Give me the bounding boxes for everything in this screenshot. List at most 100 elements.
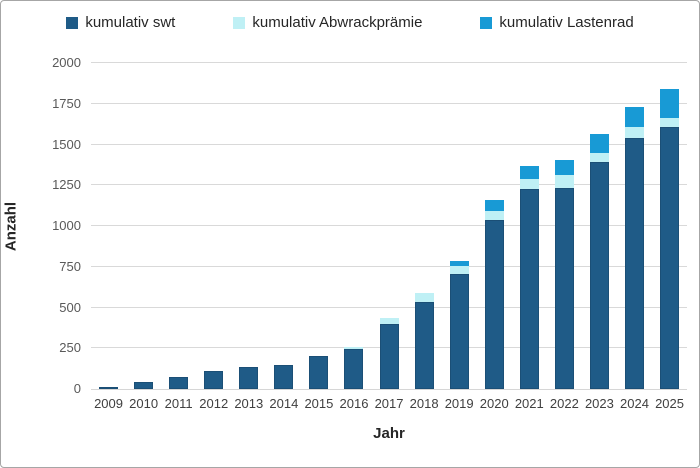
bar-2013 (239, 367, 259, 389)
bar-slot-2018 (407, 63, 442, 389)
bar-segment-2020-series2 (484, 199, 504, 211)
bar-slot-2009 (91, 63, 126, 389)
x-tick-label: 2018 (409, 396, 439, 411)
bar-2009 (99, 386, 119, 389)
y-tick-label: 750 (59, 258, 81, 274)
bar-slot-2013 (231, 63, 266, 389)
bar-segment-2023-series1 (589, 152, 609, 163)
bar-segment-2015-series0 (309, 356, 329, 389)
bar-slot-2014 (266, 63, 301, 389)
bar-segment-2019-series2 (449, 261, 469, 266)
x-tick-label: 2010 (129, 396, 159, 411)
bar-2024 (624, 107, 644, 389)
legend-swatch-icon (66, 16, 79, 29)
y-tick-label: 0 (73, 381, 81, 396)
bar-segment-2017-series1 (379, 318, 399, 324)
x-tick-label: 2022 (549, 396, 579, 411)
x-axis-tick-labels: 2009 2010 2011 2012 2013 2014 2015 2016 2017 2018… (91, 396, 687, 412)
legend-label: kumulativ Abwrackprämie (252, 14, 423, 31)
y-tick-label: 1000 (52, 218, 81, 233)
bar-segment-2021-series1 (519, 178, 539, 189)
bar-slot-2024 (617, 63, 652, 389)
bar-slot-2017 (372, 63, 407, 389)
legend-swatch-icon (233, 16, 246, 29)
x-tick-label: 2019 (444, 396, 474, 411)
bar-2017 (379, 318, 399, 389)
bar-segment-2009-series0 (99, 386, 119, 389)
bar-2019 (449, 261, 469, 389)
bar-segment-2019-series1 (449, 265, 469, 275)
bar-segment-2010-series0 (134, 382, 154, 389)
legend-label: kumulativ swt (85, 14, 176, 31)
x-tick-label: 2011 (164, 396, 193, 411)
y-tick-label: 1250 (52, 177, 81, 193)
bar-segment-2022-series2 (554, 160, 574, 176)
bar-segment-2025-series0 (660, 127, 680, 389)
bar-2023 (589, 133, 609, 389)
y-tick-label: 2000 (52, 55, 81, 70)
y-tick-label: 1500 (52, 136, 81, 152)
bar-segment-2018-series0 (414, 301, 434, 389)
legend-label: kumulativ Lastenrad (499, 14, 634, 31)
bar-slot-2016 (336, 63, 371, 389)
gridline (91, 265, 687, 267)
bar-segment-2011-series0 (169, 376, 189, 389)
bar-group (91, 63, 687, 389)
bar-slot-2021 (512, 63, 547, 389)
x-tick-label: 2013 (234, 396, 264, 411)
chart-legend: kumulativ swt kumulativ Abwrackprämie ku… (1, 14, 699, 31)
bar-slot-2023 (582, 63, 617, 389)
x-axis-title: Jahr (373, 425, 405, 442)
bar-segment-2019-series0 (449, 274, 469, 389)
bar-2012 (204, 371, 224, 389)
gridline (91, 306, 687, 308)
x-tick-label: 2012 (199, 396, 229, 411)
bar-slot-2019 (442, 63, 477, 389)
bar-segment-2024-series0 (624, 137, 644, 389)
legend-item-kumulativ-lastenrad: kumulativ Lastenrad (480, 14, 634, 31)
bar-2014 (274, 364, 294, 389)
bar-2011 (169, 376, 189, 389)
bar-2025 (660, 89, 680, 389)
bar-segment-2021-series2 (519, 165, 539, 179)
bar-segment-2013-series0 (239, 367, 259, 389)
bar-slot-2012 (196, 63, 231, 389)
bar-segment-2023-series0 (589, 162, 609, 389)
legend-item-kumulativ-abwrackpraemie: kumulativ Abwrackprämie (233, 14, 422, 31)
x-tick-label: 2024 (620, 396, 649, 411)
x-tick-label: 2025 (655, 396, 684, 411)
bar-2022 (554, 160, 574, 389)
bar-slot-2020 (477, 63, 512, 389)
plot-area (91, 62, 687, 390)
bar-segment-2023-series2 (589, 133, 609, 153)
bar-2021 (519, 165, 539, 389)
gridline (91, 143, 687, 145)
bar-2010 (134, 382, 154, 389)
x-tick-label: 2009 (94, 396, 123, 411)
x-tick-label: 2017 (374, 396, 404, 411)
gridline (91, 62, 687, 63)
bar-segment-2025-series2 (660, 89, 680, 118)
bar-segment-2016-series0 (344, 349, 364, 389)
x-tick-label: 2023 (584, 396, 614, 411)
bar-segment-2020-series0 (484, 220, 504, 389)
bar-slot-2015 (301, 63, 336, 389)
legend-item-kumulativ-swt: kumulativ swt (66, 14, 175, 31)
bar-2018 (414, 292, 434, 389)
bar-segment-2016-series1 (344, 347, 364, 350)
x-tick-label: 2015 (304, 396, 334, 411)
bar-segment-2022-series1 (554, 175, 574, 188)
bar-slot-2022 (547, 63, 582, 389)
y-tick-label: 250 (59, 340, 81, 356)
bar-segment-2021-series0 (519, 188, 539, 389)
bar-segment-2024-series2 (624, 107, 644, 128)
bar-2016 (344, 347, 364, 389)
bar-segment-2018-series1 (414, 292, 434, 302)
legend-swatch-icon (480, 16, 493, 29)
x-tick-label: 2016 (339, 396, 369, 411)
gridline (91, 102, 687, 104)
y-tick-label: 1750 (52, 95, 81, 111)
x-tick-label: 2020 (479, 396, 509, 411)
gridline (91, 184, 687, 186)
